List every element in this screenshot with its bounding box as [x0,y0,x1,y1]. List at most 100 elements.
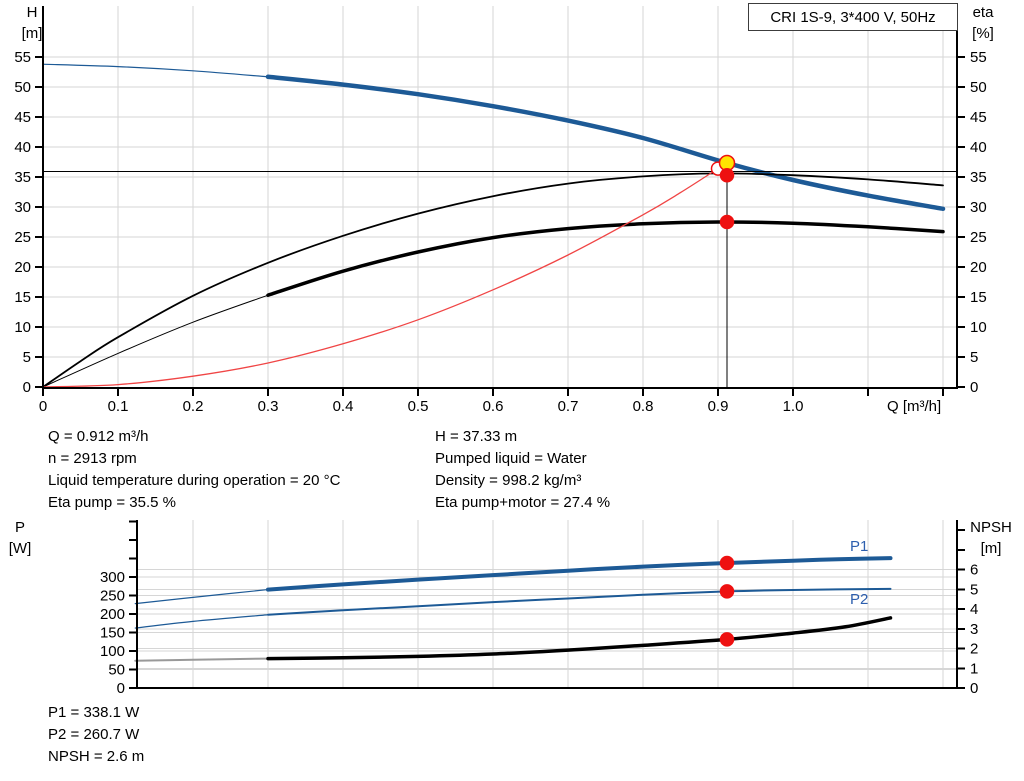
hq-ticks [35,56,965,396]
h-tick-label: 10 [14,319,31,336]
eta-tick-label: 20 [970,259,987,276]
p-axis-name: P [14,519,25,536]
p2-point [719,584,735,599]
hq-tick-labels: 0 0.1 0.2 0.3 0.4 0.5 0.6 0.7 0.8 0.9 1.0 0 5 10 15 20 2… [14,49,986,415]
affinity-parabola [42,167,719,388]
eta-axis-name: eta [972,4,994,21]
npsh-tick-label: 2 [970,641,978,658]
q-tick-label: 0.6 [483,398,504,415]
p2-extension [134,614,269,629]
h-tick-label: 25 [14,229,31,246]
p-tick-label: 300 [100,569,125,586]
pn-ticks [129,520,965,689]
npsh-axis-name: NPSH [970,519,1012,536]
q-tick-label: 0 [39,398,47,415]
eta-tick-label: 40 [970,139,987,156]
eta-tick-label: 55 [970,49,987,66]
annotation-n: n = 2913 rpm [48,450,137,467]
npsh-tick-label: 5 [970,581,978,598]
p-tick-label: 200 [100,606,125,623]
p1-curve [266,556,893,592]
eta-tick-label: 35 [970,169,987,186]
p2-series-label: P2 [850,591,869,608]
npsh-tick-label: 3 [970,621,978,638]
npsh-tick-label: 0 [970,680,978,697]
annotation-npsh: NPSH = 2.6 m [48,748,145,765]
q-tick-label: 0.5 [408,398,429,415]
h-curve [265,74,946,212]
p2-curve [267,587,892,616]
p-tick-label: 250 [100,588,125,605]
h-axis-name: H [26,4,38,21]
h-tick-label: 40 [14,139,31,156]
q-tick-label: 0.1 [108,398,129,415]
eta-axis-title: eta [%] [961,2,1005,44]
q-tick-label: 0.3 [258,398,279,415]
eta-tick-label: 25 [970,229,987,246]
eta-total-extension [42,294,269,388]
annotation-liquid: Pumped liquid = Water [435,450,587,467]
h-axis-unit: [m] [21,25,43,42]
h-curve-extension [42,63,269,78]
h-tick-label: 20 [14,259,31,276]
pn-curves [134,556,893,662]
pn-duty-markers [719,555,735,647]
pump-title-box: CRI 1S-9, 3*400 V, 50Hz [748,3,958,31]
eta-pump-curve [42,172,944,388]
duty-reference-lines [43,163,957,388]
hq-eta-chart: 0 0.1 0.2 0.3 0.4 0.5 0.6 0.7 0.8 0.9 1.0 0 5 10 15 20 2… [14,6,987,415]
h-tick-label: 50 [14,79,31,96]
eta-tick-label: 30 [970,199,987,216]
h-tick-label: 0 [23,379,31,396]
h-tick-label: 5 [23,349,31,366]
hq-axes [42,6,958,389]
p-tick-label: 100 [100,643,125,660]
annotation-eta-total: Eta pump+motor = 27.4 % [435,494,611,511]
p1-series-label: P1 [850,538,869,555]
pn-gridlines [137,520,957,688]
npsh-tick-label: 6 [970,562,978,579]
q-tick-label: 0.2 [183,398,204,415]
annotation-p1: P1 = 338.1 W [48,704,140,721]
h-tick-label: 55 [14,49,31,66]
annotation-eta-pump: Eta pump = 35.5 % [48,494,176,511]
annotation-p2: P2 = 260.7 W [48,726,140,743]
eta-tick-label: 5 [970,349,978,366]
eta-tick-label: 15 [970,289,987,306]
q-tick-label: 0.8 [633,398,654,415]
eta-pump-point [719,167,735,183]
eta-tick-label: 45 [970,109,987,126]
p-tick-label: 150 [100,625,125,642]
eta-total-curve [266,220,945,297]
q-tick-label: 0.4 [333,398,354,415]
npsh-tick-label: 1 [970,660,978,677]
pn-axes [136,520,958,689]
h-tick-label: 35 [14,169,31,186]
npsh-axis-unit: [m] [980,540,1002,557]
h-tick-label: 30 [14,199,31,216]
hq-curves [42,63,946,388]
q-tick-label: 0.7 [558,398,579,415]
eta-total-point [719,214,735,230]
npsh-tick-label: 4 [970,601,978,618]
p-tick-label: 50 [108,662,125,679]
annotation-temp: Liquid temperature during operation = 20… [48,472,341,489]
npsh-point [719,632,735,647]
eta-tick-label: 50 [970,79,987,96]
p-axis-unit: [W] [8,540,32,557]
eta-axis-unit: [%] [972,25,994,42]
annotation-density: Density = 998.2 kg/m³ [435,472,582,489]
q-axis-title: Q [m³/h] [887,398,942,415]
q-tick-label: 1.0 [783,398,804,415]
annotation-q: Q = 0.912 m³/h [48,428,149,445]
npsh-extension [134,657,269,662]
p-axis-title: P [W] [1,517,39,559]
p1-point [719,555,735,571]
h-tick-label: 15 [14,289,31,306]
npsh-axis-title: NPSH [m] [962,517,1020,559]
npsh-curve [266,616,893,661]
